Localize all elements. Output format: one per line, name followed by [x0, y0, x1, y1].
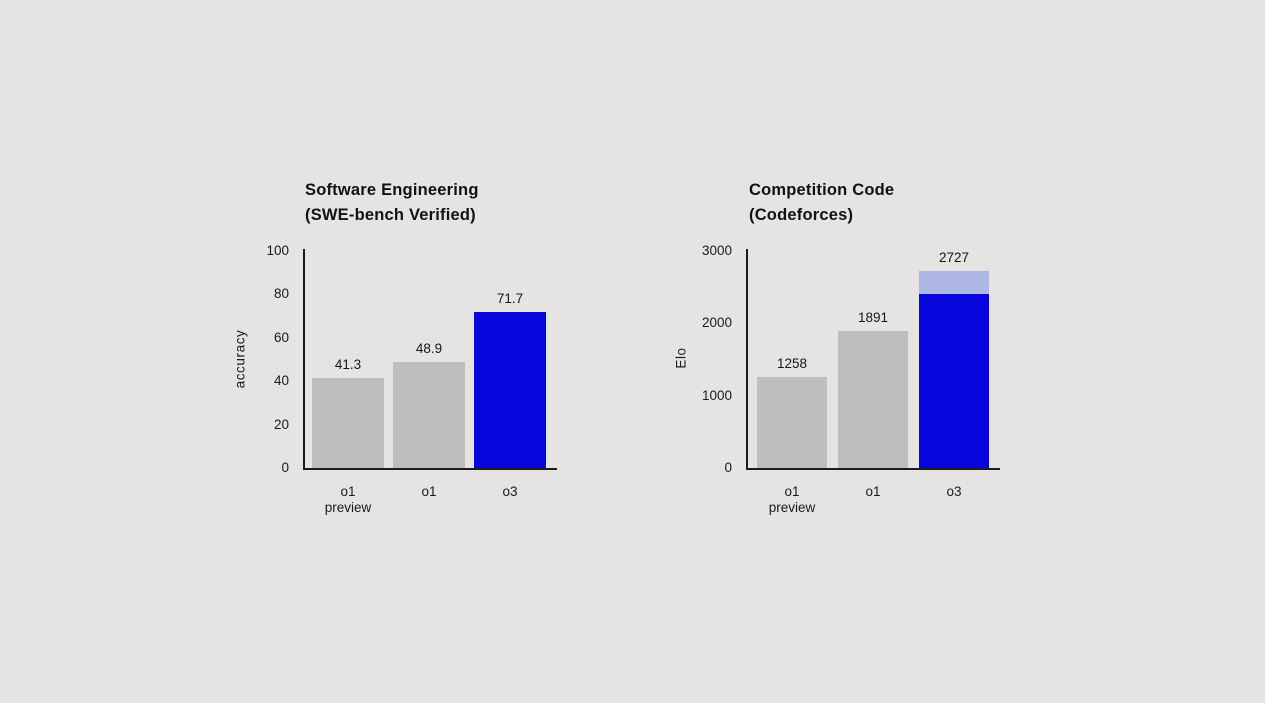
bar-o1 [838, 331, 908, 468]
x-axis [746, 468, 1000, 470]
chart-title-swe-bench: Software Engineering (SWE-bench Verified… [305, 178, 479, 227]
y-tick-label: 1000 [701, 387, 732, 403]
y-tick-label: 0 [724, 460, 732, 475]
bar-value-label: 71.7 [496, 291, 524, 307]
x-category-label: o1 preview [768, 484, 816, 515]
bar-o1-preview [757, 377, 827, 468]
bar-value-label: 1891 [857, 310, 889, 326]
bar-top-segment [919, 270, 989, 295]
bar-value-label: 2727 [938, 249, 970, 265]
chart-title-line-1: Software Engineering [305, 181, 479, 199]
x-category-label: o1 [865, 484, 881, 499]
x-category-label: o3 [946, 484, 962, 499]
chart-title-line-2: (SWE-bench Verified) [305, 205, 476, 224]
bar-value-label: 48.9 [415, 340, 443, 356]
bar-o1-preview [312, 378, 384, 468]
x-category-label: o3 [502, 484, 518, 499]
chart-title-line-1: Competition Code [749, 181, 895, 199]
y-tick-label: 0 [281, 460, 289, 475]
y-axis [303, 249, 305, 470]
x-category-label: o1 [421, 484, 437, 499]
y-tick-label: 60 [273, 329, 289, 345]
y-tick-label: 100 [266, 243, 289, 258]
y-tick-label: 40 [273, 373, 289, 389]
chart-title-codeforces: Competition Code (Codeforces) [749, 178, 894, 227]
bar-value-label: 1258 [776, 356, 808, 371]
bar-o1 [393, 361, 465, 468]
y-axis-label-elo: Elo [673, 347, 689, 369]
chart-title-line-2: (Codeforces) [749, 205, 854, 224]
bar-o3 [474, 312, 546, 468]
bar-o3 [919, 270, 989, 468]
y-tick-label: 20 [273, 416, 289, 432]
x-axis [303, 468, 557, 470]
y-tick-label: 3000 [701, 243, 732, 258]
y-tick-label: 80 [273, 286, 289, 302]
x-category-label: o1 preview [324, 484, 372, 515]
y-axis [746, 249, 748, 470]
y-tick-label: 2000 [701, 315, 732, 331]
bar-value-label: 41.3 [334, 357, 362, 373]
